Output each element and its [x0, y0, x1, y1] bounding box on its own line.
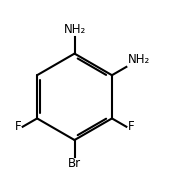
Text: NH₂: NH₂	[63, 23, 86, 36]
Text: NH₂: NH₂	[128, 53, 150, 66]
Text: F: F	[128, 120, 135, 133]
Text: F: F	[14, 120, 21, 133]
Text: Br: Br	[68, 158, 81, 170]
